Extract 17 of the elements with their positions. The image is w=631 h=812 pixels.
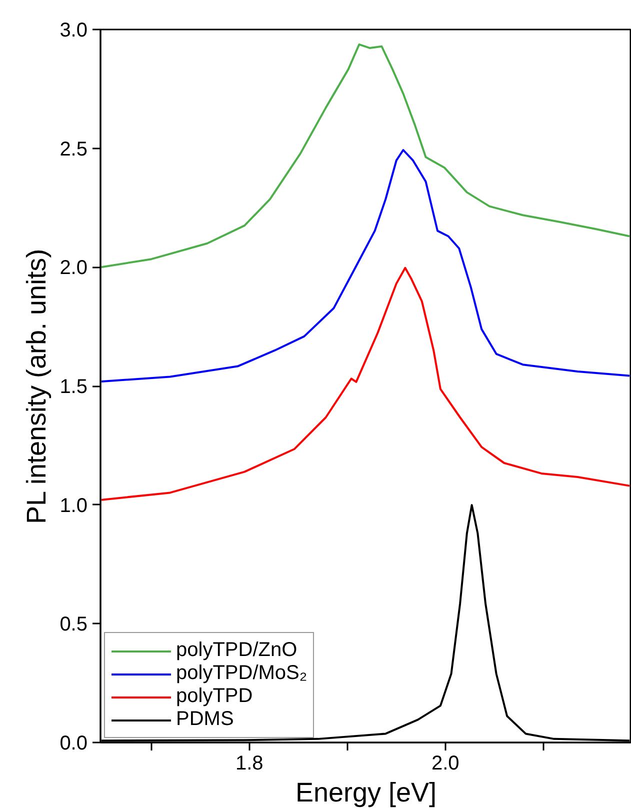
legend-label: polyTPD (176, 685, 253, 708)
line-series (100, 266, 631, 501)
x-tick-label: 1.8 (236, 752, 264, 774)
line-series (100, 43, 631, 268)
y-tick-label: 0.5 (60, 614, 88, 636)
x-axis-title: Energy [eV] (295, 778, 437, 808)
y-axis-title: PL intensity (arb. units) (22, 248, 52, 524)
y-tick-label: 1.0 (60, 494, 88, 517)
y-tick-label: 1.5 (60, 376, 88, 398)
y-tick-label: 2.5 (60, 138, 88, 160)
legend-label: PDMS (176, 708, 234, 731)
y-tick-label: 0.0 (60, 732, 88, 754)
y-tick-label: 2.0 (60, 257, 88, 280)
line-series (100, 148, 631, 382)
y-tick-label: 3.0 (60, 20, 88, 42)
legend-label: polyTPD/ZnO (176, 639, 298, 662)
legend-label: polyTPD/MoS₂ (176, 662, 308, 685)
